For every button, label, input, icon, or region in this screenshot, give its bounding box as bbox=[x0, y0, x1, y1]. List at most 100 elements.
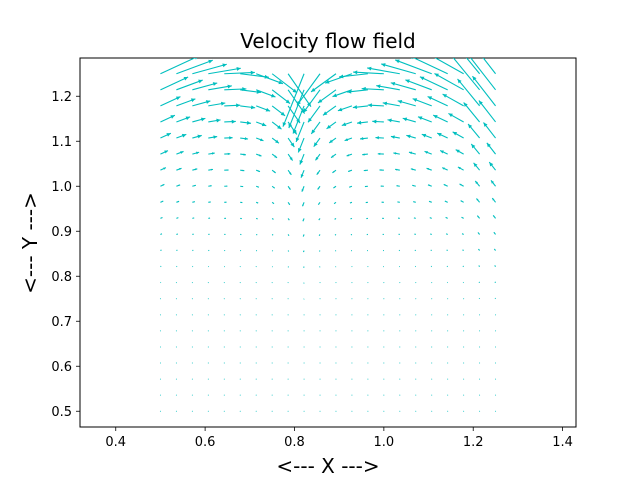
vector-arrow bbox=[445, 233, 448, 235]
vector-arrow bbox=[339, 73, 368, 79]
vector-arrow bbox=[319, 346, 321, 348]
vector-arrow bbox=[463, 410, 465, 412]
vector-arrow bbox=[348, 185, 353, 188]
vector-arrow bbox=[224, 152, 231, 156]
vector-arrow bbox=[191, 314, 193, 316]
vector-arrow bbox=[303, 346, 305, 348]
vector-arrow bbox=[367, 103, 384, 108]
vector-arrow bbox=[387, 118, 400, 123]
vector-arrow bbox=[303, 330, 305, 332]
vector-arrow bbox=[463, 346, 465, 348]
vector-arrow bbox=[223, 410, 225, 412]
vector-arrow bbox=[318, 250, 321, 252]
vector-arrow bbox=[287, 330, 289, 332]
vector-arrow bbox=[208, 118, 221, 123]
vector-arrow bbox=[410, 168, 416, 171]
vector-arrow bbox=[415, 346, 417, 348]
vector-arrow bbox=[208, 185, 212, 187]
vector-arrow bbox=[349, 201, 353, 204]
vector-arrow bbox=[441, 167, 448, 171]
vector-arrow bbox=[431, 298, 433, 300]
vector-arrow bbox=[159, 314, 161, 316]
vector-arrow bbox=[463, 330, 465, 332]
vector-arrow bbox=[255, 266, 257, 268]
vector-arrow bbox=[399, 346, 401, 348]
vector-arrow bbox=[397, 201, 400, 203]
vector-arrow bbox=[318, 234, 321, 237]
vector-arrow bbox=[318, 218, 321, 221]
vector-arrow bbox=[207, 394, 209, 396]
vector-arrow bbox=[239, 330, 241, 332]
vector-arrow bbox=[176, 167, 182, 171]
vector-arrow bbox=[319, 394, 321, 396]
vector-arrow bbox=[434, 58, 464, 75]
vector-arrow bbox=[412, 184, 416, 187]
vector-arrow bbox=[159, 378, 161, 380]
vector-arrow bbox=[421, 133, 432, 139]
vector-arrow bbox=[367, 378, 369, 380]
vector-arrow bbox=[353, 70, 384, 75]
vector-arrow bbox=[335, 330, 337, 332]
vector-arrow bbox=[405, 79, 432, 91]
vector-arrow bbox=[363, 169, 368, 172]
y-tick-label: 0.9 bbox=[51, 225, 72, 240]
vector-arrow bbox=[223, 298, 225, 300]
vector-arrow bbox=[493, 231, 497, 235]
vector-arrow bbox=[351, 282, 353, 284]
vector-arrow bbox=[431, 362, 433, 364]
vector-arrow bbox=[470, 143, 481, 155]
vector-arrow bbox=[359, 137, 368, 141]
vector-arrow bbox=[239, 394, 241, 396]
x-tick-label: 0.4 bbox=[105, 435, 126, 450]
plot-area bbox=[79, 57, 577, 428]
vector-arrow bbox=[159, 394, 161, 396]
vector-arrow bbox=[287, 314, 289, 316]
vector-arrow bbox=[207, 314, 209, 316]
vector-arrow bbox=[411, 58, 448, 75]
vector-arrow bbox=[436, 132, 448, 139]
vector-arrow bbox=[271, 169, 277, 174]
vector-arrow bbox=[333, 201, 337, 205]
vector-arrow bbox=[364, 185, 368, 188]
vector-arrow bbox=[399, 282, 401, 284]
vector-arrow bbox=[367, 330, 369, 332]
vector-arrow bbox=[315, 153, 321, 161]
vector-arrow bbox=[447, 378, 449, 380]
vector-arrow bbox=[341, 121, 353, 127]
vector-arrow bbox=[271, 185, 276, 189]
vector-arrow bbox=[240, 73, 269, 79]
y-axis-label: <--- Y ---> bbox=[18, 192, 42, 294]
vector-arrow bbox=[191, 346, 193, 348]
vector-arrow bbox=[479, 394, 481, 396]
vector-arrow bbox=[176, 133, 187, 139]
vector-arrow bbox=[351, 266, 353, 268]
vector-arrow bbox=[459, 183, 464, 187]
vector-arrow bbox=[367, 362, 369, 364]
vector-arrow bbox=[160, 150, 169, 155]
vector-arrow bbox=[255, 217, 258, 220]
vector-arrow bbox=[427, 184, 432, 187]
vector-arrow bbox=[330, 153, 337, 159]
vector-arrow bbox=[483, 122, 497, 139]
vector-arrow bbox=[461, 233, 464, 235]
vector-arrow bbox=[319, 330, 321, 332]
vector-arrow bbox=[445, 216, 448, 219]
vector-arrow bbox=[351, 362, 353, 364]
x-tick-label: 1.0 bbox=[374, 435, 395, 450]
vector-arrow bbox=[271, 153, 278, 159]
chart-title: Velocity flow field bbox=[240, 29, 416, 53]
vector-arrow bbox=[356, 120, 368, 125]
vector-arrow bbox=[351, 330, 353, 332]
vector-arrow bbox=[319, 410, 321, 412]
vector-arrow bbox=[495, 362, 497, 364]
vector-arrow bbox=[287, 410, 289, 412]
vector-arrow bbox=[351, 346, 353, 348]
vector-arrow bbox=[271, 282, 273, 284]
vector-arrow bbox=[240, 185, 244, 188]
vector-arrow bbox=[372, 119, 384, 124]
vector-arrow bbox=[310, 121, 321, 135]
vector-arrow bbox=[462, 249, 464, 252]
vector-arrow bbox=[399, 314, 401, 316]
vector-arrow bbox=[478, 265, 481, 267]
vector-arrow bbox=[207, 298, 209, 300]
